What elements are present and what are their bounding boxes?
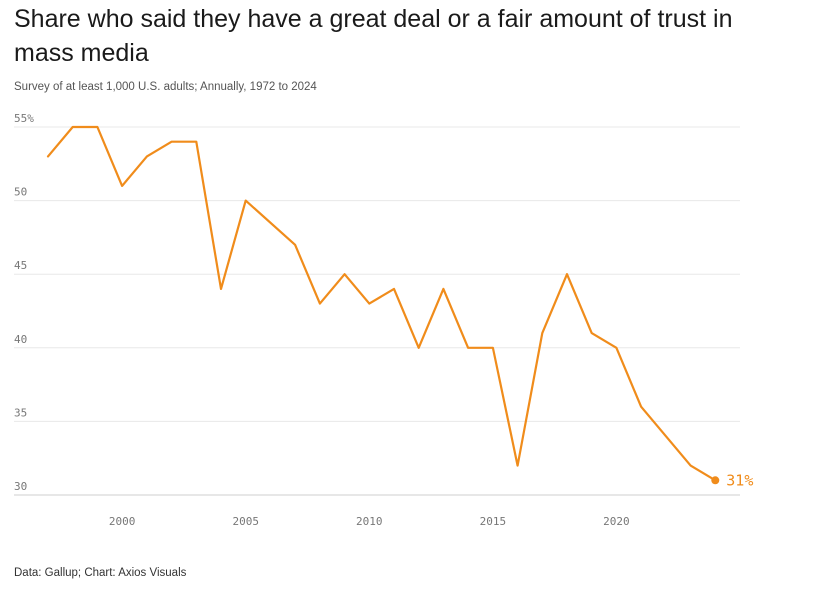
y-tick-label: 30 <box>14 480 27 493</box>
end-point-marker <box>711 476 720 485</box>
series-line <box>46 125 717 482</box>
y-tick-label: 55% <box>14 112 34 125</box>
y-tick-label: 40 <box>14 333 27 346</box>
end-value-label: 31% <box>726 471 753 489</box>
x-tick-label: 2005 <box>232 515 259 528</box>
y-tick-label: 45 <box>14 259 27 272</box>
chart-title: Share who said they have a great deal or… <box>14 5 733 67</box>
y-tick-label: 35 <box>14 406 27 419</box>
y-tick-label: 50 <box>14 186 27 199</box>
chart-subtitle: Survey of at least 1,000 U.S. adults; An… <box>14 81 317 93</box>
x-tick-label: 2010 <box>356 515 383 528</box>
chart-source: Data: Gallup; Chart: Axios Visuals <box>14 567 187 579</box>
x-tick-label: 2020 <box>603 515 630 528</box>
x-tick-label: 2015 <box>480 515 507 528</box>
x-tick-label: 2000 <box>109 515 136 528</box>
